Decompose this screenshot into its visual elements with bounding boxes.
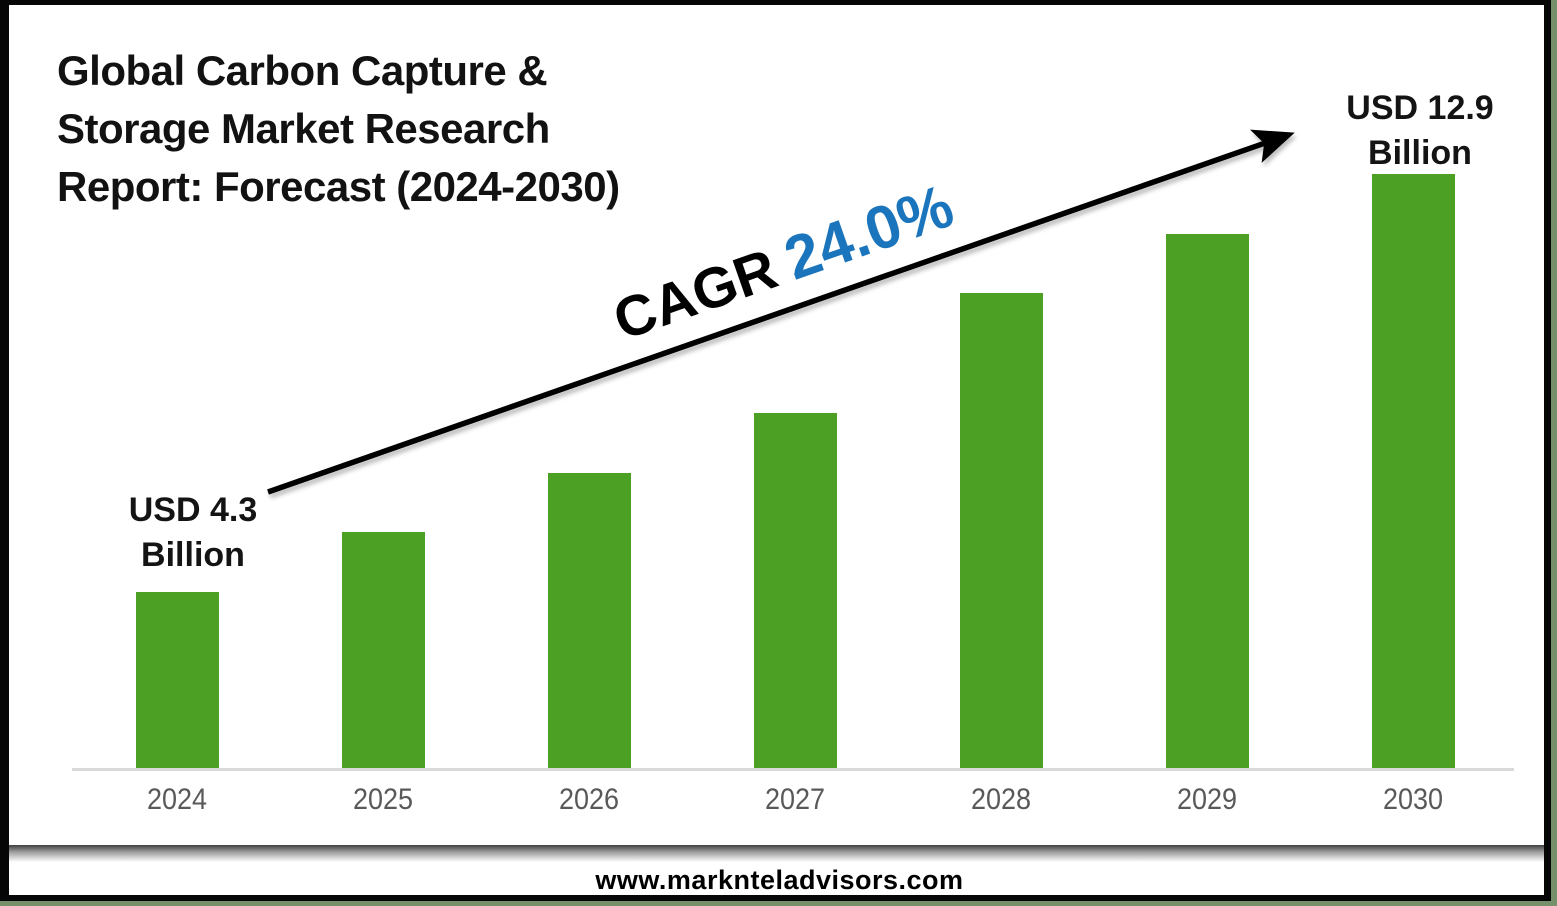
bar-2026 bbox=[548, 473, 631, 770]
bar-2025 bbox=[342, 532, 425, 770]
value-label-2030-line1: USD 12.9 bbox=[1346, 89, 1494, 127]
value-label-2024: USD 4.3 Billion bbox=[129, 488, 258, 578]
footer-bar: www.marknteladvisors.com bbox=[9, 862, 1544, 895]
value-label-2030: USD 12.9 Billion bbox=[1346, 86, 1493, 176]
value-label-2030-line2: Billion bbox=[1368, 133, 1472, 172]
x-tick-2026: 2026 bbox=[558, 783, 620, 816]
value-label-2024-line1: USD 4.3 bbox=[128, 491, 258, 529]
bar-2024 bbox=[136, 592, 219, 770]
bar-2027 bbox=[754, 413, 837, 770]
cagr-value: 24.0% bbox=[775, 171, 962, 293]
x-tick-2029: 2029 bbox=[1176, 783, 1238, 816]
x-tick-2025: 2025 bbox=[352, 783, 414, 816]
x-tick-2028: 2028 bbox=[970, 783, 1032, 816]
x-tick-2027: 2027 bbox=[764, 783, 826, 816]
bar-2028 bbox=[960, 293, 1043, 770]
x-tick-2030: 2030 bbox=[1382, 783, 1444, 816]
x-tick-2024: 2024 bbox=[146, 783, 208, 816]
x-axis-line bbox=[72, 768, 1514, 771]
website-link[interactable]: www.marknteladvisors.com bbox=[595, 864, 964, 895]
footer-divider bbox=[9, 845, 1544, 862]
cagr-prefix: CAGR bbox=[605, 236, 786, 353]
chart-title: Global Carbon Capture & Storage Market R… bbox=[57, 47, 620, 210]
bar-2030 bbox=[1372, 174, 1455, 770]
bar-2029 bbox=[1166, 234, 1249, 770]
value-label-2024-line2: Billion bbox=[141, 535, 245, 574]
